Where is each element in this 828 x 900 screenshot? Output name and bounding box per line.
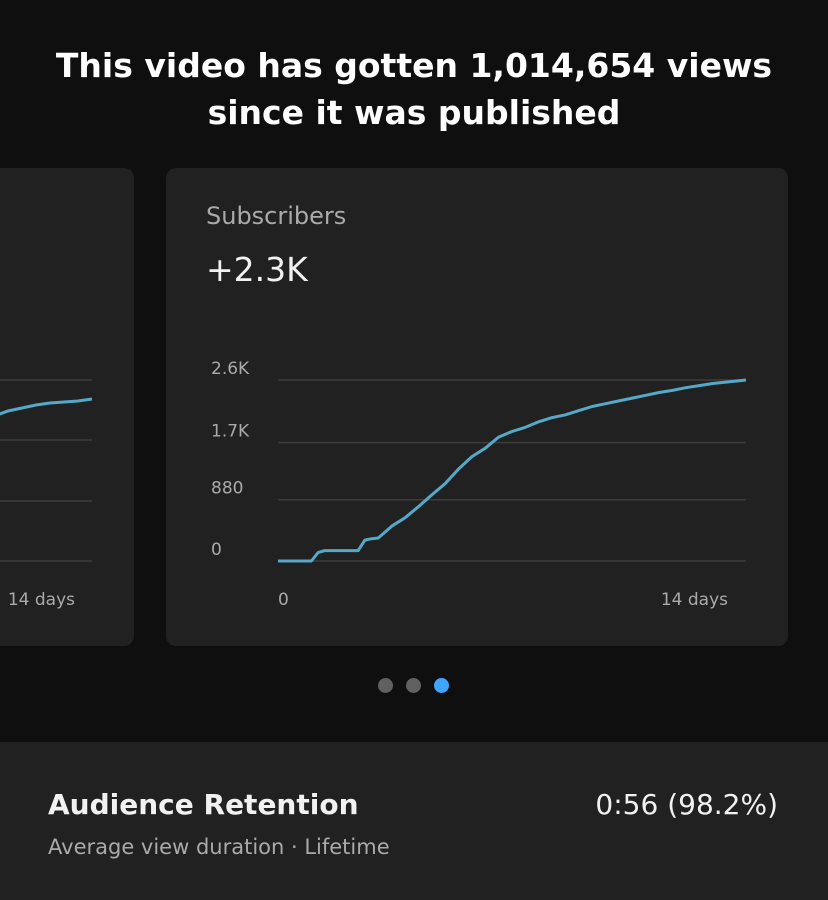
retention-title: Audience Retention xyxy=(48,788,359,821)
card-value: +2.3K xyxy=(206,250,308,289)
y-tick-label: 880 xyxy=(211,479,243,499)
y-tick-label: 2.6K xyxy=(211,359,250,379)
y-tick-label: 1.7K xyxy=(211,422,250,442)
subscribers-card[interactable]: Subscribers +2.3K 0 880 1.7K 2.6K 0 14 days xyxy=(166,168,788,646)
retention-value: 0:56 (98.2%) xyxy=(595,788,778,821)
y-tick-label: 0 xyxy=(211,540,222,560)
subscribers-line xyxy=(278,378,747,563)
previous-metric-line xyxy=(0,397,93,416)
subscribers-chart: 0 880 1.7K 2.6K 0 14 days xyxy=(211,359,747,610)
pagination-dot[interactable] xyxy=(434,678,449,693)
carousel-pagination[interactable] xyxy=(378,678,458,694)
x-tick-label: 14 days xyxy=(8,590,75,610)
views-headline: This video has gotten 1,014,654 views si… xyxy=(55,46,773,132)
pagination-dot[interactable] xyxy=(406,678,421,693)
x-tick-label: 14 days xyxy=(661,590,728,610)
x-tick-label: 0 xyxy=(278,590,289,610)
pagination-dot[interactable] xyxy=(378,678,393,693)
card-title: Subscribers xyxy=(206,202,347,230)
previous-metric-chart: 14 days xyxy=(0,379,93,610)
previous-metric-card[interactable]: 14 days xyxy=(0,168,134,646)
retention-subtitle: Average view duration · Lifetime xyxy=(48,835,390,859)
audience-retention-row[interactable]: Audience Retention Average view duration… xyxy=(0,742,828,900)
